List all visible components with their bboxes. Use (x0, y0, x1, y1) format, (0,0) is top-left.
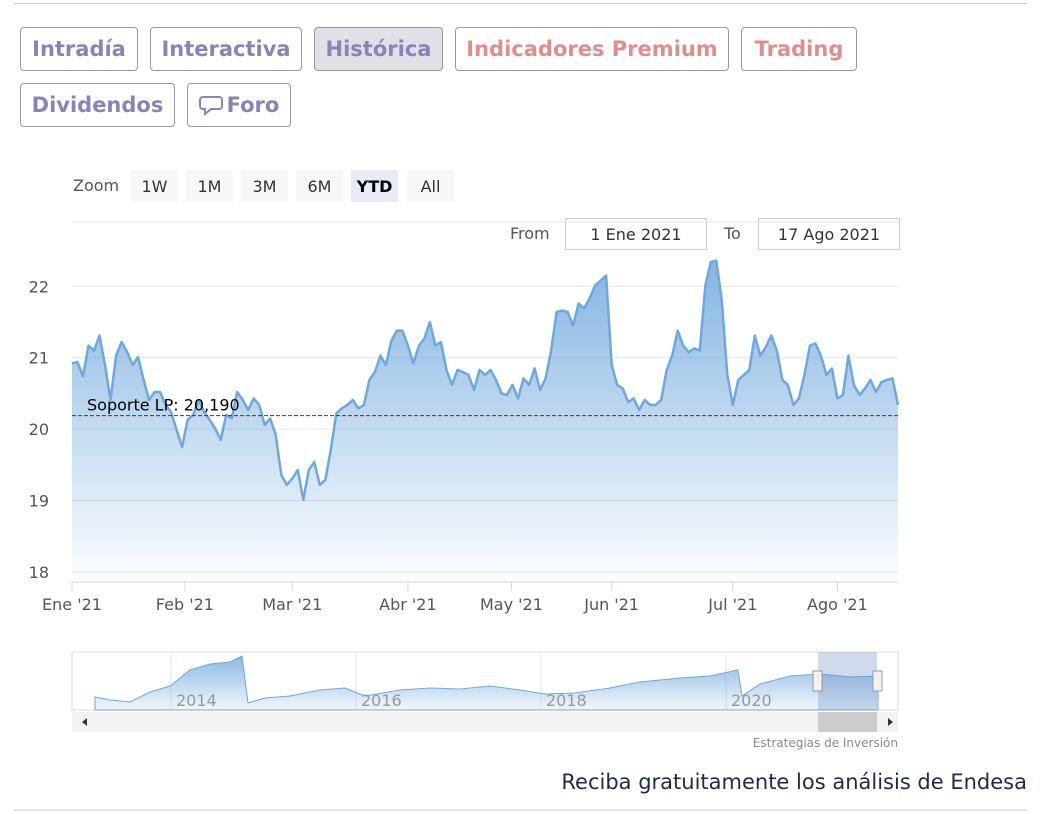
y-tick-label: 19 (29, 492, 49, 511)
zoom-label: Zoom (73, 176, 120, 195)
navigator-label: 2020 (731, 691, 772, 710)
zoom-button[interactable]: 6M (296, 170, 343, 202)
to-label: To (724, 224, 741, 243)
tab-label: Dividendos (31, 93, 164, 117)
zoom-button[interactable]: 3M (241, 170, 288, 202)
navigator-mask (818, 652, 877, 710)
zoom-button[interactable]: All (407, 170, 454, 202)
x-tick-label: Ene '21 (42, 595, 102, 614)
scroll-right[interactable] (888, 718, 893, 726)
from-value: 1 Ene 2021 (590, 224, 682, 244)
scrollbar-track[interactable] (72, 712, 898, 732)
navigator-handle[interactable] (872, 670, 883, 692)
y-tick-label: 22 (29, 277, 49, 296)
tab-label: Trading (754, 37, 844, 61)
zoom-button-label: All (420, 176, 441, 196)
zoom-button[interactable]: YTD (351, 170, 398, 202)
tab[interactable]: Histórica (314, 27, 443, 71)
tab[interactable]: Foro (187, 83, 291, 127)
zoom-button[interactable]: 1M (186, 170, 233, 202)
zoom-button-label: 1W (141, 176, 168, 196)
support-label: Soporte LP: 20,190 (87, 396, 240, 415)
y-tick-label: 20 (29, 420, 49, 439)
tab-label: Foro (226, 93, 280, 117)
navigator-series (94, 655, 879, 711)
to-value: 17 Ago 2021 (777, 224, 881, 244)
navigator-label: 2014 (176, 691, 217, 710)
navigator-grid (170, 652, 727, 710)
zoom-button[interactable]: 1W (131, 170, 178, 202)
from-label: From (510, 224, 550, 243)
line (71, 259, 900, 502)
tab[interactable]: Dividendos (20, 83, 175, 127)
y-tick-label: 21 (29, 349, 49, 368)
footer-text: Reciba gratuitamente los análisis de End… (561, 770, 1027, 794)
to-input[interactable]: 17 Ago 2021 (758, 218, 900, 250)
tab[interactable]: Interactiva (150, 27, 302, 71)
credit: Estrategias de Inversión (753, 736, 898, 750)
tab-label: Intradía (32, 37, 126, 61)
x-tick-label: Abr '21 (379, 595, 437, 614)
x-tick-label: Mar '21 (262, 595, 322, 614)
navigator-label: 2016 (361, 691, 402, 710)
y-tick-label: 18 (29, 563, 49, 582)
from-input[interactable]: 1 Ene 2021 (565, 218, 707, 250)
scroll-left[interactable] (82, 718, 87, 726)
scrollbar-thumb[interactable] (818, 712, 877, 732)
x-tick-label: Ago '21 (807, 595, 868, 614)
zoom-button-label: 3M (252, 176, 277, 196)
navigator-frame (71, 651, 899, 711)
x-tick-label: Feb '21 (156, 595, 214, 614)
zoom-button-label: 1M (197, 176, 222, 196)
x-tick-label: Jun '21 (583, 595, 639, 614)
navigator-handle[interactable] (812, 670, 823, 692)
tab-label: Interactiva (161, 37, 291, 61)
area (72, 260, 898, 582)
top-rule (14, 3, 1027, 4)
zoom-button-label: YTD (356, 176, 393, 196)
x-tick-label: May '21 (480, 595, 543, 614)
forum-icon (198, 96, 223, 117)
zoom-button-label: 6M (307, 176, 332, 196)
tab-label: Histórica (325, 37, 432, 61)
x-tick-label: Jul '21 (707, 595, 757, 614)
tab[interactable]: Trading (741, 27, 857, 71)
tab[interactable]: Indicadores Premium (455, 27, 729, 71)
navigator-label: 2018 (546, 691, 587, 710)
tab-label: Indicadores Premium (466, 37, 718, 61)
tab[interactable]: Intradía (20, 27, 138, 71)
